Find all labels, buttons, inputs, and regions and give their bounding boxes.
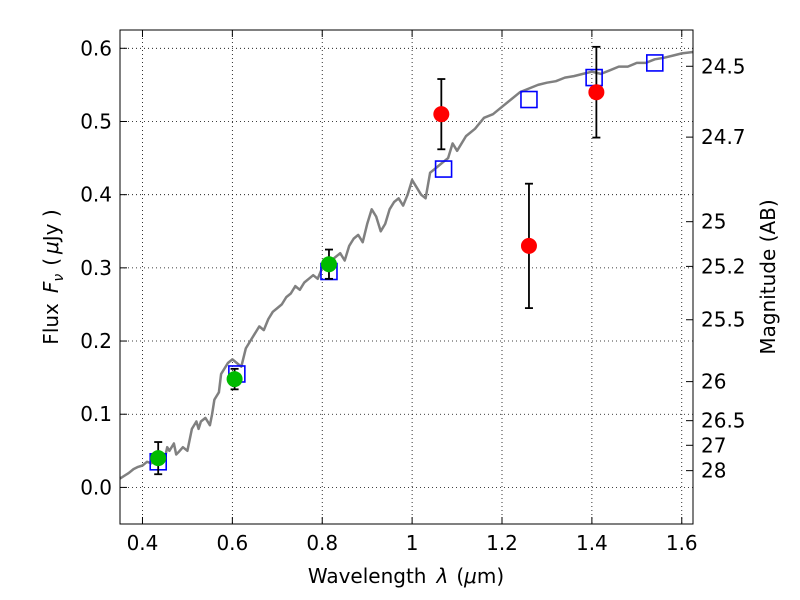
detection-point [150,450,167,467]
x-tick-label: 1.6 [666,531,698,555]
y-axis-label: FluxFν(μJy ) [39,209,67,344]
detection-point [320,256,337,273]
photometry-point [588,84,605,101]
model-photometry-square [434,160,453,178]
y-tick-label: 0.6 [80,36,112,60]
x-axis-label: Wavelength λ (μm) [308,564,504,588]
magnitude-tick-label: 26.5 [701,409,746,433]
magnitude-tick-label: 27 [701,433,726,457]
x-tick-label: 1 [406,531,419,555]
x-tick-label: 1.2 [486,531,518,555]
photometry-point [520,237,537,254]
x-tick-label: 0.4 [127,531,159,555]
plot-frame [119,29,694,525]
photometry-point [433,106,450,123]
magnitude-tick-label: 25.5 [701,308,746,332]
magnitude-tick-label: 25.2 [701,254,746,278]
magnitude-tick-label: 28 [701,459,726,483]
y-tick-label: 0.2 [80,329,112,353]
y-tick-label: 0.3 [80,256,112,280]
magnitude-axis-label: Magnitude (AB) [756,199,780,354]
axis-ticks: 0.4 0.6 0.8 1 1.2 1.4 1.6 0.0 0.1 0.2 0.3 0.4 0.5 0.6… [80,30,746,555]
magnitude-tick-label: 24.5 [701,54,746,78]
model-photometry-square [520,90,538,109]
y-tick-label: 0.5 [80,109,112,133]
magnitude-tick-label: 25 [701,210,726,234]
y-tick-label: 0.0 [80,475,112,499]
x-tick-label: 0.6 [216,531,248,555]
plot-area [119,45,694,480]
x-tick-label: 1.4 [576,531,608,555]
y-tick-label: 0.1 [80,402,112,426]
model-spectrum-line [119,50,694,480]
model-photometry-square [645,54,664,72]
magnitude-tick-label: 26 [701,370,726,394]
x-tick-label: 0.8 [306,531,338,555]
magnitude-tick-label: 24.7 [701,125,746,149]
detection-point [226,371,243,388]
y-tick-label: 0.4 [80,183,112,207]
